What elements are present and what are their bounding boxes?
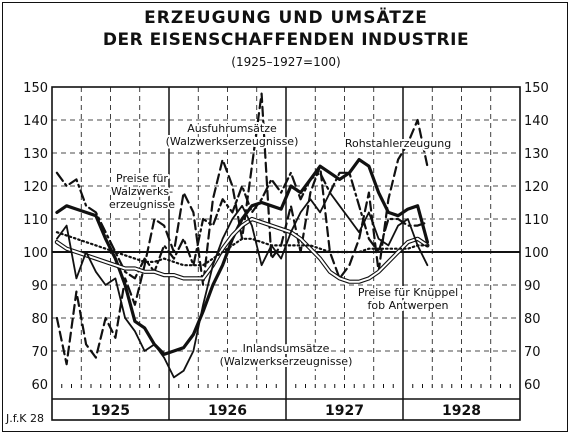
- annotation-halo: Preise für Knüppel: [358, 286, 458, 299]
- series-4: [56, 191, 429, 379]
- y-tick-label-right: 90: [524, 279, 541, 294]
- y-tick-label-left: 90: [31, 279, 48, 294]
- y-tick-label-right: 60: [524, 378, 541, 393]
- chart-title-line2: DER EISENSCHAFFENDEN INDUSTRIE: [102, 30, 470, 50]
- annotation-halo: (Walzwerkserzeugnisse): [166, 135, 299, 148]
- y-tick-label-left: 110: [23, 213, 48, 228]
- annotation-label: Rohstahlerzeugung: [345, 137, 451, 150]
- annotation-halo: Inlandsumsätze: [243, 342, 330, 355]
- y-tick-label-right: 150: [524, 81, 549, 96]
- annotation-label: (Walzwerkserzeugnisse): [166, 135, 299, 148]
- series-3: [54, 216, 430, 284]
- annotation-label: (Walzwerkserzeugnisse): [220, 355, 353, 368]
- y-tick-label-right: 100: [524, 246, 549, 261]
- y-tick-label-left: 150: [23, 81, 48, 96]
- annotation-label: Ausfuhrumsätze: [187, 122, 277, 135]
- chart-title-line1: ERZEUGUNG UND UMSÄTZE: [144, 8, 428, 28]
- annotation-label: Preise für Knüppel: [358, 286, 458, 299]
- y-tick-label-right: 130: [524, 147, 549, 162]
- annotation-label: Walzwerks-: [111, 185, 173, 198]
- annotation-halo: Walzwerks-: [111, 185, 173, 198]
- y-tick-label-right: 120: [524, 180, 549, 195]
- series-line: [56, 191, 429, 379]
- y-tick-label-right: 80: [524, 312, 541, 327]
- year-label: 1925: [91, 403, 130, 419]
- y-tick-label-left: 80: [31, 312, 48, 327]
- year-label: 1927: [325, 403, 364, 419]
- chart-subtitle: (1925–1927=100): [231, 55, 341, 69]
- series-line: [55, 218, 429, 283]
- y-tick-label-left: 140: [23, 114, 48, 129]
- year-label: 1926: [208, 403, 247, 419]
- series-line: [55, 171, 429, 280]
- y-tick-label-left: 100: [23, 246, 48, 261]
- credit-label: J.f.K 28: [6, 412, 45, 425]
- annotation-label: Inlandsumsätze: [243, 342, 330, 355]
- annotation-label: erzeugnisse: [109, 198, 175, 211]
- y-tick-label-left: 60: [31, 378, 48, 393]
- y-tick-label-left: 70: [31, 345, 48, 360]
- y-tick-label-right: 70: [524, 345, 541, 360]
- series-5: [55, 231, 429, 267]
- annotation-halo: erzeugnisse: [109, 198, 175, 211]
- axes: 60 60 70 70 80 80 90 90 100 100 110 110 120 120 130 130…: [23, 81, 549, 421]
- y-tick-label-left: 120: [23, 180, 48, 195]
- annotation-halo: Preise für: [116, 172, 168, 185]
- y-tick-label-right: 110: [524, 213, 549, 228]
- annotation-halo: fob Antwerpen: [368, 299, 449, 312]
- annotation-label: Preise für: [116, 172, 168, 185]
- plot-border: [51, 86, 521, 421]
- series-lines: [54, 92, 430, 379]
- year-label: 1928: [442, 403, 481, 419]
- annotation-halo: (Walzwerkserzeugnisse): [220, 355, 353, 368]
- y-tick-label-left: 130: [23, 147, 48, 162]
- chart-frame: [2, 2, 568, 432]
- series-2: [55, 171, 429, 280]
- y-tick-label-right: 140: [524, 114, 549, 129]
- annotations: AusfuhrumsätzeAusfuhrumsätze(Walzwerkser…: [107, 120, 460, 370]
- annotation-halo: Rohstahlerzeugung: [345, 137, 451, 150]
- series-line: [55, 231, 429, 267]
- annotation-label: fob Antwerpen: [368, 299, 449, 312]
- annotation-halo: Ausfuhrumsätze: [187, 122, 277, 135]
